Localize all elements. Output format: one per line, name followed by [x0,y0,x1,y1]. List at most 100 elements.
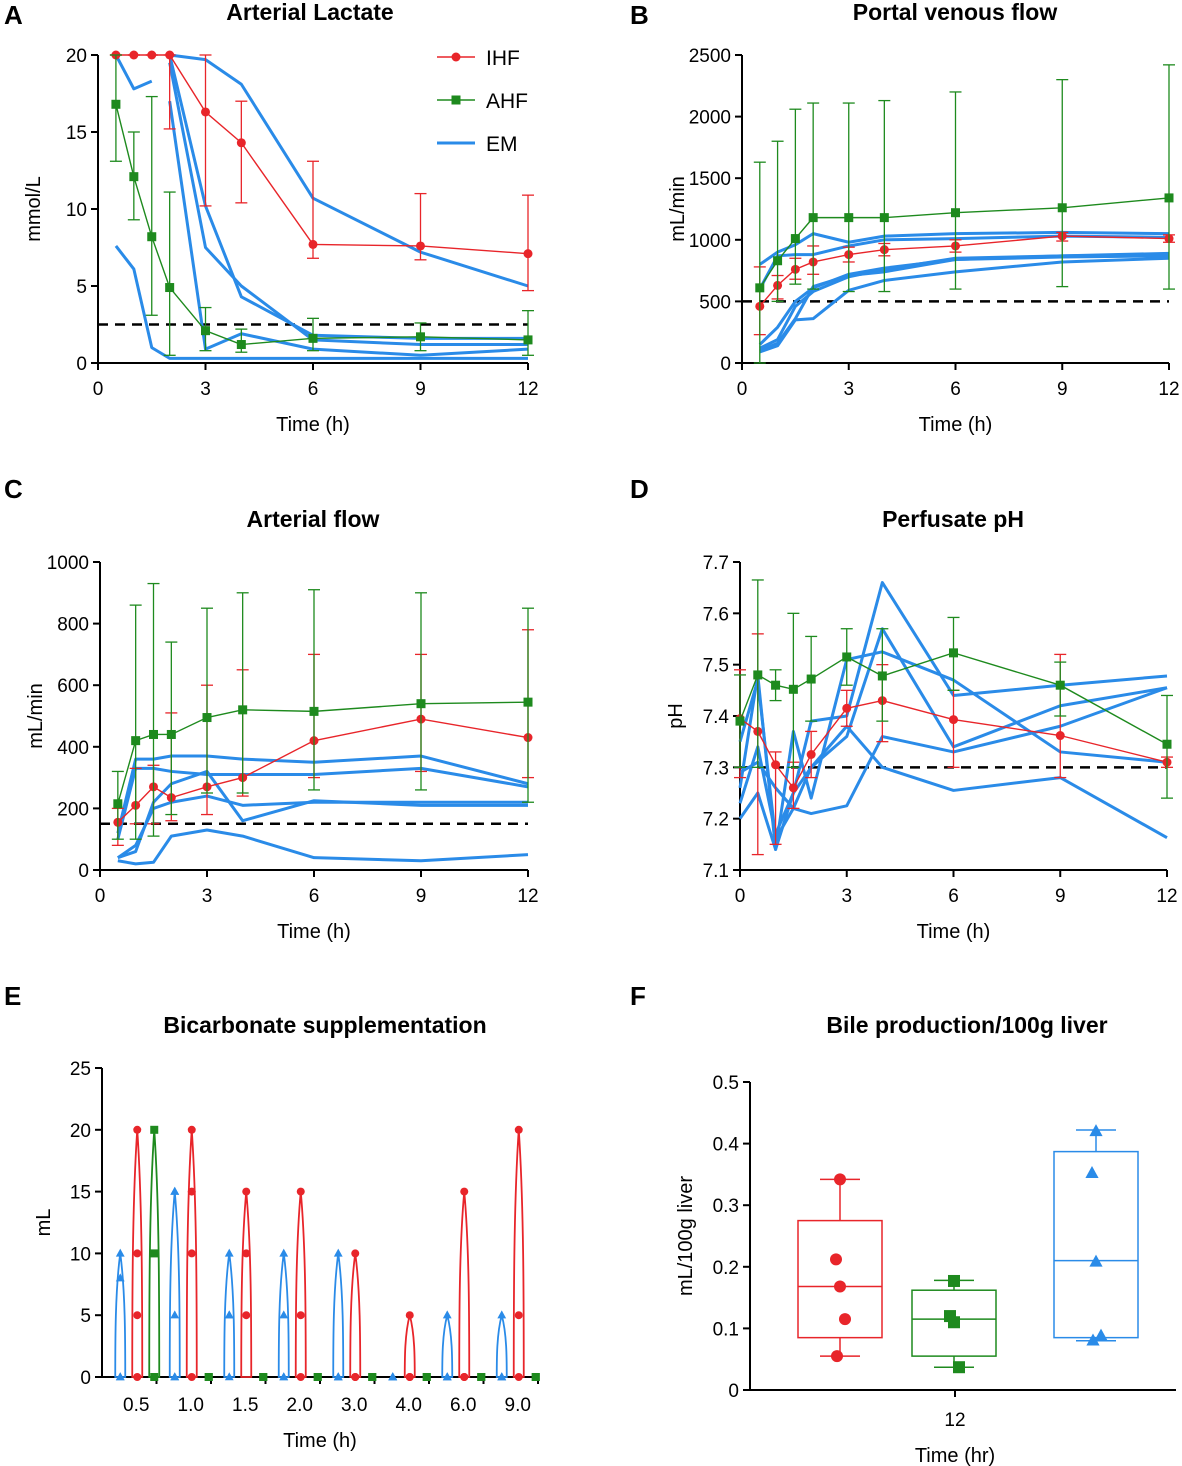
data-point [236,340,246,350]
data-point [460,1373,469,1381]
x-tick-label: 12 [1158,379,1179,400]
series-ahf [111,582,534,840]
data-point [834,1280,846,1293]
series-line-em-4 [117,769,528,860]
violin-shape [168,1191,181,1378]
data-point [788,684,798,694]
violin-ahf [368,1373,377,1381]
y-tick-label: 0.3 [713,1196,739,1217]
y-axis-label: mL [33,1209,55,1237]
data-point [129,172,139,182]
data-point [951,208,960,218]
data-point [279,1248,289,1257]
data-point [279,1310,289,1319]
data-point [388,1372,398,1381]
data-point [477,1373,486,1381]
violin-shape [458,1191,471,1378]
series-line-em-1 [114,54,153,91]
violin-em [495,1310,508,1381]
data-point [1085,1165,1099,1178]
y-tick-label: 0.2 [713,1258,739,1279]
data-point [279,1372,289,1381]
data-point [170,1186,180,1195]
data-point [224,1372,234,1381]
box [911,1289,997,1357]
panel-letter: C [4,474,23,504]
data-point [1089,1124,1103,1137]
x-tick-label: 0.5 [123,1395,149,1416]
series-line-em-1 [738,581,1168,851]
legend-marker [451,52,461,62]
data-point [368,1373,377,1381]
violin-shape [114,1253,127,1378]
violin-ihf [131,1125,144,1381]
series-line-em-3 [169,53,529,288]
y-tick-label: 0.5 [713,1073,739,1094]
violin-shape [495,1311,508,1378]
data-point [308,239,318,249]
data-point [948,1316,960,1329]
data-point [115,1248,125,1257]
data-point [224,1310,234,1319]
x-tick-label: 1.0 [178,1395,204,1416]
x-tick-label: 3 [843,379,854,400]
y-tick-label: 1000 [689,231,731,252]
series-ihf [109,50,534,292]
data-point [1089,1254,1103,1267]
y-tick-label: 200 [57,799,89,820]
data-point [460,1187,469,1196]
data-point [187,1187,196,1196]
y-tick-label: 7.3 [703,758,729,779]
data-point [170,1372,180,1381]
y-tick-label: 20 [70,1121,91,1142]
box-ahf [911,1274,997,1374]
data-point [1055,680,1065,690]
data-point [514,1373,523,1381]
y-tick-label: 10 [70,1244,91,1265]
data-point [238,705,248,715]
data-point [753,670,763,680]
x-tick-label: 12 [944,1410,965,1431]
series-line-ahf [759,197,1170,289]
x-tick-label: 9 [415,379,426,400]
violin-ihf [403,1311,416,1381]
x-tick-label: 0 [93,379,104,400]
data-point [131,736,141,746]
data-point [1094,1328,1108,1341]
y-tick-label: 5 [80,1306,91,1327]
violin-ahf [148,1125,161,1381]
legend-label: IHF [486,47,520,70]
data-point [147,232,157,242]
panel-letter: B [630,0,649,30]
data-point [755,283,765,293]
x-axis-label: Time (h) [283,1430,357,1452]
data-point [296,1187,305,1196]
chart-title: Portal venous flow [853,0,1058,25]
box-ihf [797,1173,883,1363]
y-tick-label: 7.6 [703,604,729,625]
y-tick-label: 7.1 [703,861,729,882]
data-point [877,671,887,681]
chart-panel-E: E Bicarbonate supplementation 0 5 10 15 20 25 Ti… [4,981,540,1452]
data-point [953,1361,965,1374]
data-point [150,1373,159,1381]
data-point [416,241,425,251]
legend-marker [451,95,461,105]
x-tick-label: 4.0 [396,1395,422,1416]
violin-ahf [422,1373,431,1381]
x-tick-label: 2.0 [287,1395,313,1416]
data-point [842,652,852,662]
series-line-em-5 [738,724,1168,839]
series-line-em-3 [758,251,1170,346]
x-tick-label: 9 [1055,886,1066,907]
series-ahf [734,579,1173,799]
x-axis-label: Time (h) [276,414,350,436]
y-axis-label: mL/100g liver [675,1176,697,1296]
y-tick-label: 2000 [689,108,731,129]
data-point [296,1311,305,1320]
data-point [523,335,533,345]
data-point [771,680,781,690]
y-tick-label: 500 [699,292,731,313]
panel-letter: D [630,474,649,504]
